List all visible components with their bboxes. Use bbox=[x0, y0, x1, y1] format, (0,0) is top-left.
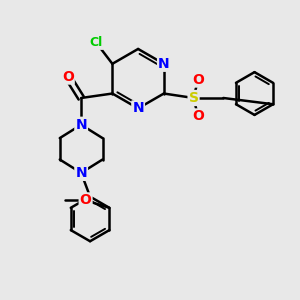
Text: O: O bbox=[192, 110, 204, 123]
Text: N: N bbox=[132, 101, 144, 116]
Text: O: O bbox=[192, 73, 204, 87]
Text: N: N bbox=[158, 57, 170, 71]
Text: N: N bbox=[75, 166, 87, 180]
Text: Cl: Cl bbox=[89, 36, 103, 49]
Text: S: S bbox=[189, 91, 199, 105]
Text: N: N bbox=[75, 118, 87, 132]
Text: O: O bbox=[80, 194, 92, 207]
Text: O: O bbox=[62, 70, 74, 84]
